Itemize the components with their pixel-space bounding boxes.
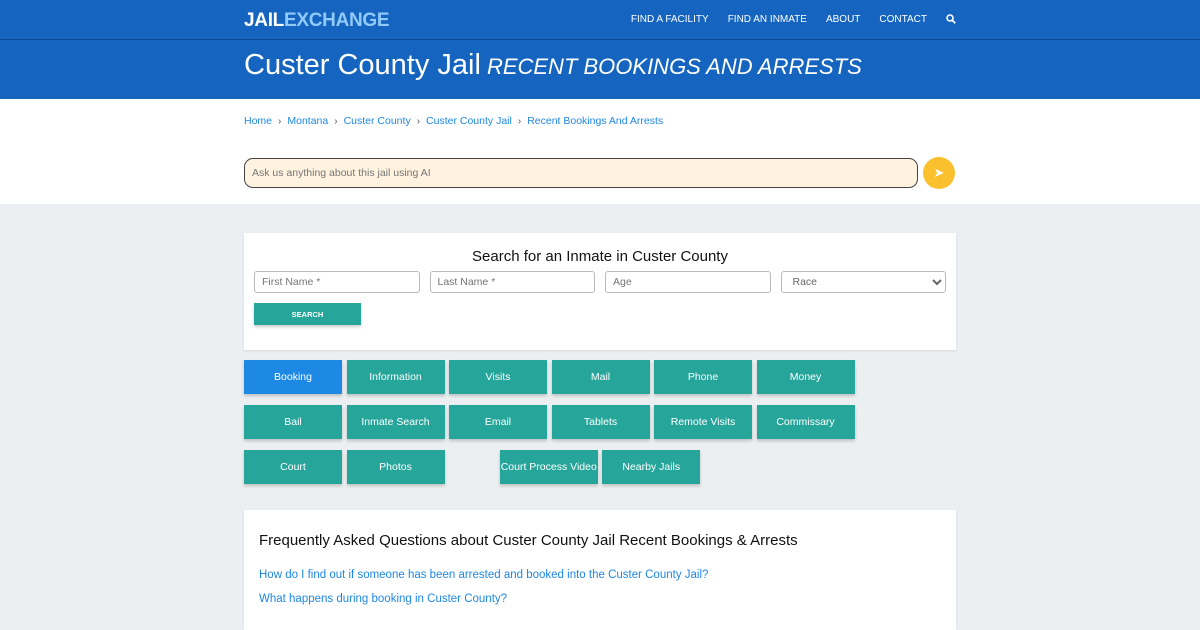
header: JAILEXCHANGE FIND A FACILITY FIND AN INM… [0,0,1200,99]
money-button[interactable]: Money [756,360,855,394]
mail-button[interactable]: Mail [551,360,650,394]
email-button[interactable]: Email [449,405,547,439]
category-buttons-row3: Court Process Video Nearby Jails [0,450,1200,484]
search-title: Search for an Inmate in Custer County [472,248,728,265]
faq-title: Frequently Asked Questions about Custer … [259,532,798,549]
race-select[interactable]: Race [780,271,946,293]
faq-card: Frequently Asked Questions about Custer … [244,510,956,630]
nav-menu: FIND A FACILITY FIND AN INMATE ABOUT CON… [631,14,956,27]
visits-button[interactable]: Visits [449,360,547,394]
breadcrumb-state[interactable]: Montana [287,115,329,127]
page-title: Custer County Jail RECENT BOOKINGS AND AR… [244,49,862,81]
breadcrumb-section: Home › Montana › Custer County › Custer Cou… [0,99,1200,204]
category-buttons: Booking Information Visits Mail Phone Mo… [244,360,956,484]
faq-question[interactable]: What happens during booking in Custer Co… [259,593,508,605]
last-name-input[interactable] [429,271,595,293]
first-name-input[interactable] [254,271,420,293]
phone-button[interactable]: Phone [654,360,752,394]
bail-button[interactable]: Bail [244,405,342,439]
send-button[interactable]: ➤ [923,157,955,189]
breadcrumb-home[interactable]: Home [244,115,273,127]
breadcrumb-county[interactable]: Custer County [343,115,411,127]
paper-plane-icon: ➤ [933,165,945,180]
photos-button[interactable]: Photos [346,450,445,484]
search-icon[interactable] [946,14,956,27]
court-process-video-button[interactable]: Court Process Video [499,450,598,484]
nav-find-inmate[interactable]: FIND AN INMATE [727,14,807,25]
page-subtitle: RECENT BOOKINGS AND ARRESTS [486,54,862,79]
chevron-right-icon: › [278,115,282,127]
ai-question-input[interactable] [244,158,918,188]
logo[interactable]: JAILEXCHANGE [244,10,390,31]
search-button[interactable]: SEARCH [254,303,361,325]
inmate-search-card: Search for an Inmate in Custer County Ra… [244,233,956,350]
nav-contact[interactable]: CONTACT [879,14,927,25]
tablets-button[interactable]: Tablets [551,405,650,439]
breadcrumb-current[interactable]: Recent Bookings And Arrests [527,115,664,127]
breadcrumb: Home › Montana › Custer County › Custer Cou… [244,115,663,127]
chevron-right-icon: › [517,115,522,127]
booking-button[interactable]: Booking [244,360,342,394]
faq-question[interactable]: How do I find out if someone has been ar… [259,569,709,581]
breadcrumb-jail[interactable]: Custer County Jail [426,115,512,127]
nearby-jails-button[interactable]: Nearby Jails [602,450,701,484]
remote-visits-button[interactable]: Remote Visits [654,405,752,439]
inmate-search-button[interactable]: Inmate Search [346,405,445,439]
commissary-button[interactable]: Commissary [756,405,855,439]
age-input[interactable] [605,271,771,293]
court-button[interactable]: Court [244,450,342,484]
navbar: JAILEXCHANGE FIND A FACILITY FIND AN INM… [0,0,1200,40]
nav-find-facility[interactable]: FIND A FACILITY [630,14,709,25]
information-button[interactable]: Information [346,360,445,394]
chevron-right-icon: › [334,115,338,127]
chevron-right-icon: › [416,115,421,127]
nav-about[interactable]: ABOUT [825,14,861,25]
